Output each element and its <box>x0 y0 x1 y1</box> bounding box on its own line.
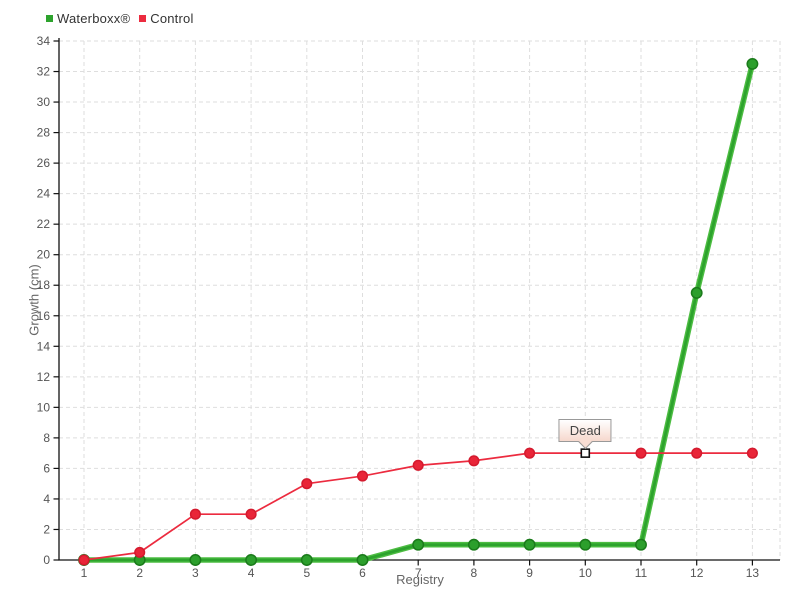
x-tick-label: 6 <box>359 566 366 580</box>
y-tick-label: 2 <box>43 522 50 536</box>
y-tick-label: 16 <box>37 309 51 323</box>
data-point <box>78 554 90 566</box>
y-tick-label: 24 <box>37 187 51 201</box>
annotation-text: Dead <box>569 423 601 439</box>
data-point <box>301 478 313 490</box>
data-point <box>189 508 201 520</box>
y-tick-label: 22 <box>37 217 51 231</box>
data-point <box>746 57 759 70</box>
data-point <box>356 554 369 566</box>
y-tick-label: 18 <box>37 278 51 292</box>
x-tick-label: 9 <box>526 566 533 580</box>
tick-marks <box>53 40 754 566</box>
series-waterboxx <box>78 57 759 566</box>
data-point <box>189 554 202 566</box>
dead-marker <box>580 448 591 458</box>
x-tick-label: 8 <box>471 566 478 580</box>
x-tick-label: 12 <box>690 566 704 580</box>
legend-swatch-waterboxx-icon <box>46 15 53 22</box>
y-tick-label: 10 <box>37 400 51 414</box>
y-tick-label: 32 <box>37 65 51 79</box>
legend-item-control[interactable]: Control <box>139 11 193 26</box>
data-point <box>579 538 592 551</box>
data-point <box>690 286 703 299</box>
y-tick-label: 34 <box>37 34 51 48</box>
data-point <box>245 554 258 566</box>
y-tick-label: 14 <box>37 339 51 353</box>
data-point <box>467 538 480 551</box>
legend-item-waterboxx[interactable]: Waterboxx® <box>46 11 130 26</box>
x-tick-label: 3 <box>192 566 199 580</box>
x-tick-label: 5 <box>303 566 310 580</box>
axes <box>58 38 780 561</box>
series-control <box>78 447 758 566</box>
x-tick-label: 10 <box>579 566 593 580</box>
data-point <box>412 459 424 471</box>
data-point <box>524 447 536 459</box>
x-tick-label: 13 <box>746 566 760 580</box>
data-point <box>356 470 369 482</box>
y-tick-label: 6 <box>43 461 50 475</box>
y-tick-label: 12 <box>37 370 51 384</box>
data-point <box>412 538 425 551</box>
data-point <box>635 538 647 551</box>
legend-label-waterboxx: Waterboxx® <box>57 11 131 26</box>
x-tick-label: 11 <box>635 566 648 580</box>
x-tick-label: 2 <box>136 566 143 580</box>
legend-label-control: Control <box>150 11 194 26</box>
x-tick-label: 1 <box>81 566 88 580</box>
data-point <box>300 554 313 566</box>
data-point <box>245 508 257 520</box>
y-tick-label: 20 <box>37 248 51 262</box>
x-tick-label: 7 <box>415 566 422 580</box>
x-axis-title: Registry <box>396 572 444 587</box>
data-point <box>523 538 536 551</box>
y-tick-label: 4 <box>43 492 50 506</box>
y-tick-label: 28 <box>37 126 51 140</box>
data-point <box>635 447 647 459</box>
legend: Waterboxx® Control <box>46 11 194 26</box>
data-point <box>134 546 146 558</box>
legend-swatch-control-icon <box>139 15 147 22</box>
annotation-tooltip: Dead <box>558 419 612 443</box>
data-point <box>468 455 480 467</box>
y-tick-label: 8 <box>43 431 50 445</box>
data-point <box>691 447 703 459</box>
y-tick-label: 30 <box>37 95 51 109</box>
x-tick-label: 4 <box>248 566 255 580</box>
y-tick-label: 0 <box>43 553 50 567</box>
data-point <box>746 447 758 459</box>
y-tick-label: 26 <box>37 156 51 170</box>
gridlines <box>59 40 781 560</box>
